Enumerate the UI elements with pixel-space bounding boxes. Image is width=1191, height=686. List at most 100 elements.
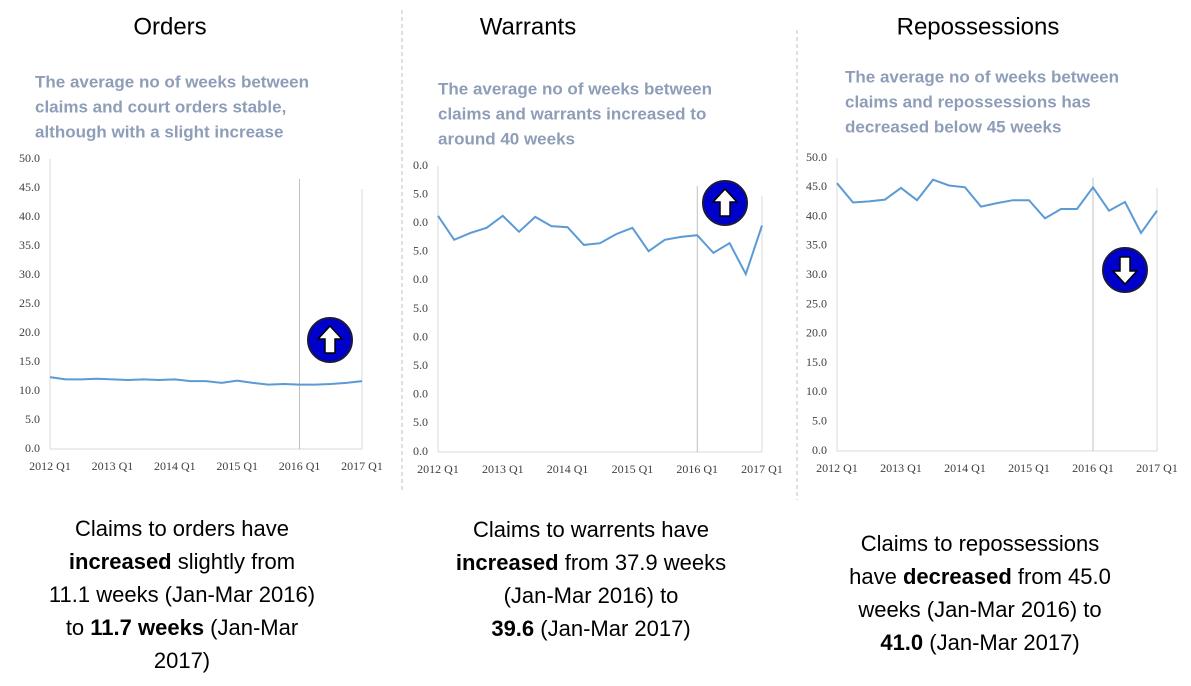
caption-line: (Jan-Mar 2016) to xyxy=(504,583,679,608)
x-tick-label: 2016 Q1 xyxy=(1072,461,1114,475)
x-tick-label: 2016 Q1 xyxy=(676,462,718,476)
chart-title: Repossessions xyxy=(897,13,1060,40)
y-tick-label: 5.0 xyxy=(413,415,428,429)
chart-title: Orders xyxy=(133,13,206,40)
y-tick-label: 35.0 xyxy=(806,238,827,252)
y-tick-label: 0.0 xyxy=(812,443,827,457)
y-tick-label: 10.0 xyxy=(19,383,40,397)
x-tick-label: 2012 Q1 xyxy=(29,459,71,473)
caption-bold: 39.6 xyxy=(491,616,534,641)
y-tick-label: 30.0 xyxy=(19,267,40,281)
y-tick-label: 50.0 xyxy=(806,150,827,164)
caption-line: Claims to repossessions xyxy=(861,531,1099,556)
y-tick-label: 20.0 xyxy=(806,326,827,340)
y-tick-label: 0.0 xyxy=(413,329,428,343)
y-tick-label: 30.0 xyxy=(806,267,827,281)
x-tick-label: 2014 Q1 xyxy=(944,461,986,475)
y-tick-label: 5.0 xyxy=(812,413,827,427)
caption-line: to 11.7 weeks (Jan-Mar xyxy=(66,615,298,640)
caption-text: slightly from xyxy=(172,549,295,574)
caption-bold: 11.7 weeks xyxy=(90,615,204,640)
y-tick-label: 5.0 xyxy=(413,301,428,315)
subtitle: The average no of weeks between xyxy=(438,79,712,98)
caption-line: 39.6 (Jan-Mar 2017) xyxy=(491,616,690,641)
subtitle: The average no of weeks between xyxy=(845,67,1119,86)
caption-text: Claims to repossessions xyxy=(861,531,1099,556)
y-tick-label: 0.0 xyxy=(413,158,428,172)
caption-text: to xyxy=(66,615,90,640)
y-tick-label: 15.0 xyxy=(19,354,40,368)
x-tick-label: 2017 Q1 xyxy=(1136,461,1178,475)
y-tick-label: 0.0 xyxy=(413,444,428,458)
caption-text: from 45.0 xyxy=(1012,564,1111,589)
subtitle: around 40 weeks xyxy=(438,129,575,148)
x-tick-label: 2014 Q1 xyxy=(154,459,196,473)
caption-text: weeks (Jan-Mar 2016) to xyxy=(857,597,1101,622)
y-tick-label: 5.0 xyxy=(413,358,428,372)
caption-text: Claims to orders have xyxy=(75,516,289,541)
arrow-down xyxy=(1102,247,1148,293)
arrow-up xyxy=(702,180,748,226)
y-tick-label: 0.0 xyxy=(413,387,428,401)
y-tick-label: 35.0 xyxy=(19,238,40,252)
subtitle: claims and warrants increased to xyxy=(438,104,706,123)
caption-line: 41.0 (Jan-Mar 2017) xyxy=(880,630,1079,655)
y-tick-label: 25.0 xyxy=(19,296,40,310)
x-tick-label: 2013 Q1 xyxy=(92,459,134,473)
caption-text: 11.1 weeks (Jan-Mar 2016) xyxy=(49,582,315,607)
arrow-up xyxy=(307,317,353,363)
x-tick-label: 2016 Q1 xyxy=(279,459,321,473)
caption-text: Claims to warrents have xyxy=(473,517,709,542)
subtitle: The average no of weeks between xyxy=(35,72,309,91)
x-tick-label: 2013 Q1 xyxy=(880,461,922,475)
x-tick-label: 2014 Q1 xyxy=(547,462,589,476)
y-tick-label: 0.0 xyxy=(413,215,428,229)
y-tick-label: 45.0 xyxy=(806,179,827,193)
y-tick-label: 5.0 xyxy=(25,412,40,426)
caption-text: (Jan-Mar 2017) xyxy=(923,630,1080,655)
y-tick-label: 5.0 xyxy=(413,186,428,200)
y-tick-label: 5.0 xyxy=(413,244,428,258)
line xyxy=(836,178,1158,235)
y-tick-label: 50.0 xyxy=(19,151,40,165)
caption-line: 11.1 weeks (Jan-Mar 2016) xyxy=(49,582,315,607)
caption-text: have xyxy=(849,564,903,589)
x-tick-label: 2015 Q1 xyxy=(1008,461,1050,475)
x-tick-label: 2015 Q1 xyxy=(612,462,654,476)
x-tick-label: 2017 Q1 xyxy=(741,462,783,476)
line xyxy=(49,376,363,386)
y-tick-label: 40.0 xyxy=(19,209,40,223)
caption-bold: increased xyxy=(69,549,172,574)
caption-bold: increased xyxy=(456,550,559,575)
x-tick-label: 2017 Q1 xyxy=(341,459,383,473)
caption-line: Claims to warrents have xyxy=(473,517,709,542)
caption-line: increased slightly from xyxy=(69,549,295,574)
y-tick-label: 25.0 xyxy=(806,296,827,310)
caption-text: (Jan-Mar 2017) xyxy=(534,616,691,641)
caption-line: weeks (Jan-Mar 2016) to xyxy=(857,597,1101,622)
x-tick-label: 2012 Q1 xyxy=(417,462,459,476)
caption-line: increased from 37.9 weeks xyxy=(456,550,726,575)
line xyxy=(437,214,763,277)
caption-bold: 41.0 xyxy=(880,630,923,655)
y-tick-label: 15.0 xyxy=(806,355,827,369)
caption-text: (Jan-Mar 2016) to xyxy=(504,583,679,608)
y-tick-label: 40.0 xyxy=(806,208,827,222)
subtitle: decreased below 45 weeks xyxy=(845,117,1061,136)
subtitle: although with a slight increase xyxy=(35,122,283,141)
subtitle: claims and repossessions has xyxy=(845,92,1091,111)
caption-line: have decreased from 45.0 xyxy=(849,564,1111,589)
x-tick-label: 2012 Q1 xyxy=(816,461,858,475)
caption-text: (Jan-Mar xyxy=(204,615,298,640)
caption-bold: decreased xyxy=(903,564,1012,589)
caption-text: from 37.9 weeks xyxy=(559,550,727,575)
y-tick-label: 20.0 xyxy=(19,325,40,339)
x-tick-label: 2013 Q1 xyxy=(482,462,524,476)
y-tick-label: 0.0 xyxy=(413,272,428,286)
y-tick-label: 45.0 xyxy=(19,180,40,194)
caption-text: 2017) xyxy=(154,648,210,673)
x-tick-label: 2015 Q1 xyxy=(216,459,258,473)
y-tick-label: 0.0 xyxy=(25,441,40,455)
caption-line: 2017) xyxy=(154,648,210,673)
